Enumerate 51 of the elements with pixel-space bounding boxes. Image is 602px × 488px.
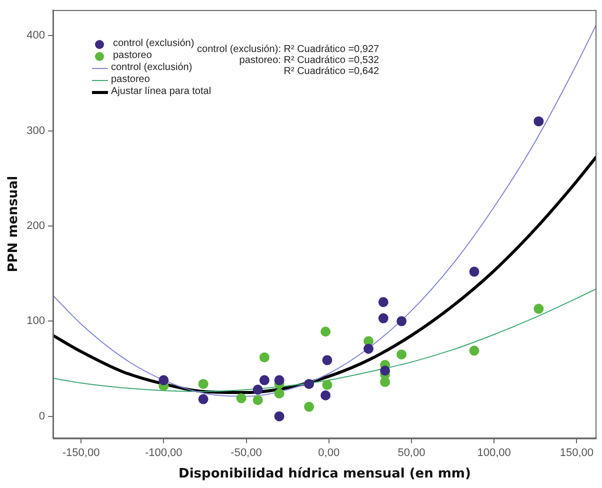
point [469, 266, 480, 277]
annotation: R² Cuadrático =0,642 [284, 66, 380, 77]
point [322, 380, 332, 390]
x-tick-label: 0,00 [318, 446, 340, 459]
y-tick-label: 400 [26, 30, 45, 42]
point [469, 346, 480, 356]
point [252, 395, 263, 406]
x-tick-label: 150,00 [560, 446, 594, 459]
x-tick-label: -150,00 [62, 446, 100, 459]
y-axis-title: PPN mensual [6, 176, 22, 272]
point [378, 313, 388, 324]
y-tick-label: 200 [26, 220, 45, 232]
point [304, 378, 314, 389]
y-tick-label: 100 [26, 315, 45, 328]
point [534, 304, 544, 314]
line-series [52, 288, 596, 392]
legend-label: pastoreo [113, 50, 152, 62]
legend-label: control (exclusión) [111, 62, 192, 74]
point [364, 344, 374, 354]
point [320, 390, 331, 400]
y-tick-label: 0 [38, 410, 45, 422]
legend-label: Ajustar línea para total [111, 86, 212, 98]
point [322, 355, 332, 366]
point [396, 349, 407, 360]
point [198, 394, 208, 404]
point [274, 411, 284, 422]
point [158, 375, 169, 386]
legend-label: pastoreo [111, 74, 150, 86]
annotation: control (exclusión): R² Cuadrático =0,927 [197, 44, 380, 55]
point [320, 326, 331, 337]
point [274, 388, 284, 398]
point [236, 393, 246, 404]
x-tick-label: -100,00 [144, 446, 182, 459]
x-tick-label: 50,00 [398, 446, 426, 459]
point [274, 375, 284, 386]
point [378, 297, 388, 308]
y-tick-label: 300 [26, 124, 45, 137]
annotation: pastoreo: R² Cuadrático =0,532 [239, 55, 380, 66]
point [304, 402, 314, 412]
point [396, 316, 407, 326]
x-tick-label: -50,00 [230, 446, 262, 459]
point [198, 378, 208, 389]
point [380, 377, 390, 388]
point [252, 384, 263, 395]
legend-label: control (exclusión) [113, 38, 194, 50]
point [534, 116, 544, 126]
point [259, 352, 270, 362]
x-axis-title: Disponibilidad hídrica mensual (en mm) [178, 466, 471, 482]
point [380, 366, 390, 376]
point [259, 375, 270, 386]
x-tick-label: 100,00 [477, 446, 511, 459]
